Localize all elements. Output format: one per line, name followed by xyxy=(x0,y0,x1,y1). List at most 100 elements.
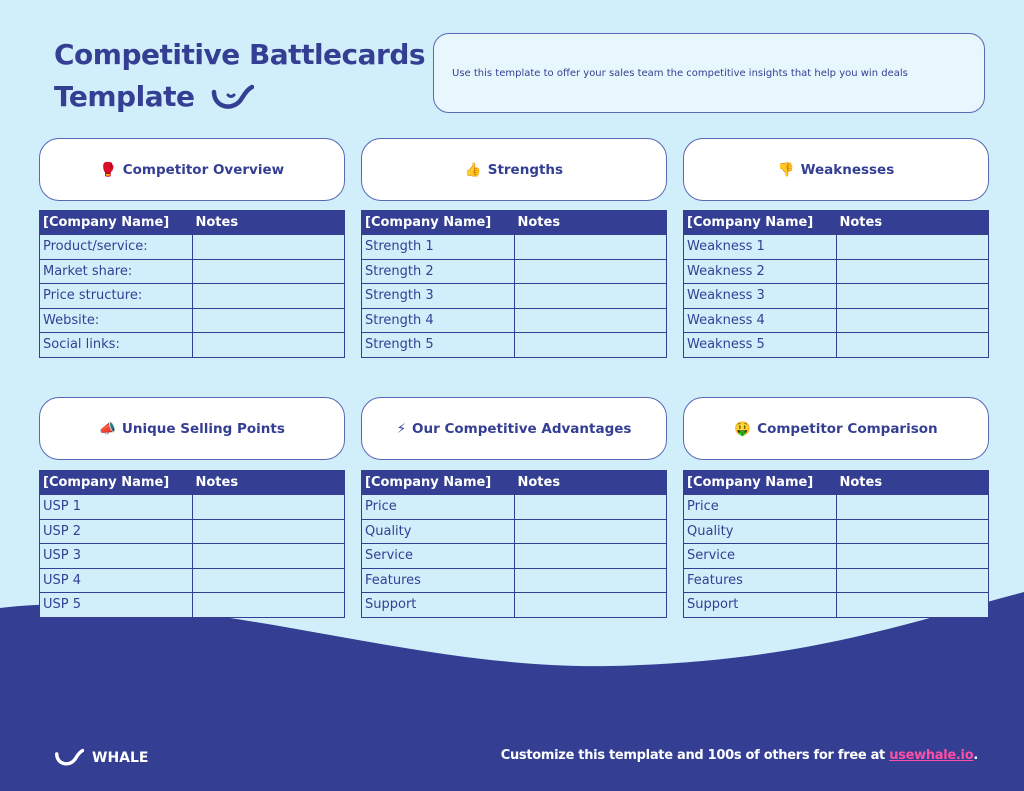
notes-cell[interactable] xyxy=(191,518,345,544)
table-row: USP 3 xyxy=(39,543,345,569)
row-label: Quality xyxy=(361,518,515,544)
money-face-icon: 🤑 xyxy=(734,420,752,437)
row-label: Weakness 4 xyxy=(683,307,837,333)
notes-cell[interactable] xyxy=(513,518,667,544)
table-header-row: [Company Name] Notes xyxy=(39,470,345,495)
row-label: Weakness 3 xyxy=(683,283,837,309)
section-header-unique-selling-points: 📣 Unique Selling Points xyxy=(39,397,345,460)
footer-cta-end: . xyxy=(973,748,978,763)
section-header-competitor-comparison: 🤑 Competitor Comparison xyxy=(683,397,989,460)
title-line-2: Template xyxy=(54,80,195,113)
notes-cell[interactable] xyxy=(513,332,667,358)
notes-cell[interactable] xyxy=(835,283,989,309)
thumbs-up-icon: 👍 xyxy=(464,161,482,178)
table-row: Market share: xyxy=(39,258,345,284)
table-row: Strength 2 xyxy=(361,258,667,284)
table-row: Website: xyxy=(39,307,345,333)
table-row: Support xyxy=(683,592,989,618)
notes-cell[interactable] xyxy=(191,332,345,358)
table-row: USP 1 xyxy=(39,494,345,520)
notes-cell[interactable] xyxy=(513,494,667,520)
table-row: Weakness 1 xyxy=(683,234,989,260)
notes-cell[interactable] xyxy=(835,543,989,569)
description-text: Use this template to offer your sales te… xyxy=(452,68,908,79)
section-title: Competitor Comparison xyxy=(757,420,938,437)
notes-cell[interactable] xyxy=(835,307,989,333)
table-row: Strength 5 xyxy=(361,332,667,358)
notes-cell[interactable] xyxy=(513,543,667,569)
table-header-row: [Company Name] Notes xyxy=(361,470,667,495)
notes-cell[interactable] xyxy=(513,258,667,284)
notes-cell[interactable] xyxy=(191,234,345,260)
table-row: USP 2 xyxy=(39,518,345,544)
notes-cell[interactable] xyxy=(191,494,345,520)
megaphone-icon: 📣 xyxy=(99,420,116,437)
notes-cell[interactable] xyxy=(835,494,989,520)
row-label: Support xyxy=(361,592,515,618)
row-label: Service xyxy=(683,543,837,569)
notes-cell[interactable] xyxy=(835,234,989,260)
row-label: Quality xyxy=(683,518,837,544)
boxing-glove-icon: 🥊 xyxy=(99,161,117,178)
section-title: Competitor Overview xyxy=(122,161,285,178)
notes-cell[interactable] xyxy=(513,592,667,618)
notes-cell[interactable] xyxy=(191,543,345,569)
notes-cell[interactable] xyxy=(191,307,345,333)
section-header-our-competitive-advantages: ⚡ Our Competitive Advantages xyxy=(361,397,667,460)
table-row: Price structure: xyxy=(39,283,345,309)
whale-logo-icon xyxy=(55,748,84,766)
notes-cell[interactable] xyxy=(835,258,989,284)
thumbs-down-icon: 👎 xyxy=(777,161,795,178)
competitor-comparison-table: [Company Name] Notes Price Quality Service Fe… xyxy=(683,470,989,618)
notes-cell[interactable] xyxy=(835,518,989,544)
table-row: Social links: xyxy=(39,332,345,358)
notes-cell[interactable] xyxy=(513,234,667,260)
row-label: Strength 1 xyxy=(361,234,515,260)
row-label: USP 2 xyxy=(39,518,193,544)
column-header-notes: Notes xyxy=(191,210,345,235)
row-label: Market share: xyxy=(39,258,193,284)
notes-cell[interactable] xyxy=(835,592,989,618)
table-row: USP 4 xyxy=(39,567,345,593)
table-row: Weakness 3 xyxy=(683,283,989,309)
column-header-notes: Notes xyxy=(513,210,667,235)
usewhale-link[interactable]: usewhale.io xyxy=(889,748,974,763)
notes-cell[interactable] xyxy=(191,258,345,284)
notes-cell[interactable] xyxy=(191,592,345,618)
title-line-2-wrap: Template xyxy=(54,76,425,118)
table-row: Service xyxy=(361,543,667,569)
table-row: Features xyxy=(361,567,667,593)
row-label: Social links: xyxy=(39,332,193,358)
column-header-company: [Company Name] xyxy=(361,470,515,495)
notes-cell[interactable] xyxy=(191,567,345,593)
footer-cta-text: Customize this template and 100s of othe… xyxy=(500,748,890,763)
row-label: Weakness 1 xyxy=(683,234,837,260)
row-label: Price xyxy=(683,494,837,520)
notes-cell[interactable] xyxy=(513,283,667,309)
notes-cell[interactable] xyxy=(513,307,667,333)
table-row: Strength 3 xyxy=(361,283,667,309)
column-header-company: [Company Name] xyxy=(39,210,193,235)
table-row: Quality xyxy=(361,518,667,544)
section-header-competitor-overview: 🥊 Competitor Overview xyxy=(39,138,345,201)
description-box: Use this template to offer your sales te… xyxy=(433,33,985,113)
notes-cell[interactable] xyxy=(513,567,667,593)
section-title: Strengths xyxy=(487,161,564,178)
table-row: Support xyxy=(361,592,667,618)
row-label: Strength 3 xyxy=(361,283,515,309)
column-header-company: [Company Name] xyxy=(683,470,837,495)
footer-brand: WHALE xyxy=(92,750,149,766)
row-label: Weakness 2 xyxy=(683,258,837,284)
notes-cell[interactable] xyxy=(191,283,345,309)
row-label: Features xyxy=(361,567,515,593)
notes-cell[interactable] xyxy=(835,332,989,358)
column-header-company: [Company Name] xyxy=(683,210,837,235)
table-row: Price xyxy=(361,494,667,520)
notes-cell[interactable] xyxy=(835,567,989,593)
section-title: Unique Selling Points xyxy=(121,420,285,437)
row-label: Strength 2 xyxy=(361,258,515,284)
title-line-1: Competitive Battlecards xyxy=(54,38,426,71)
